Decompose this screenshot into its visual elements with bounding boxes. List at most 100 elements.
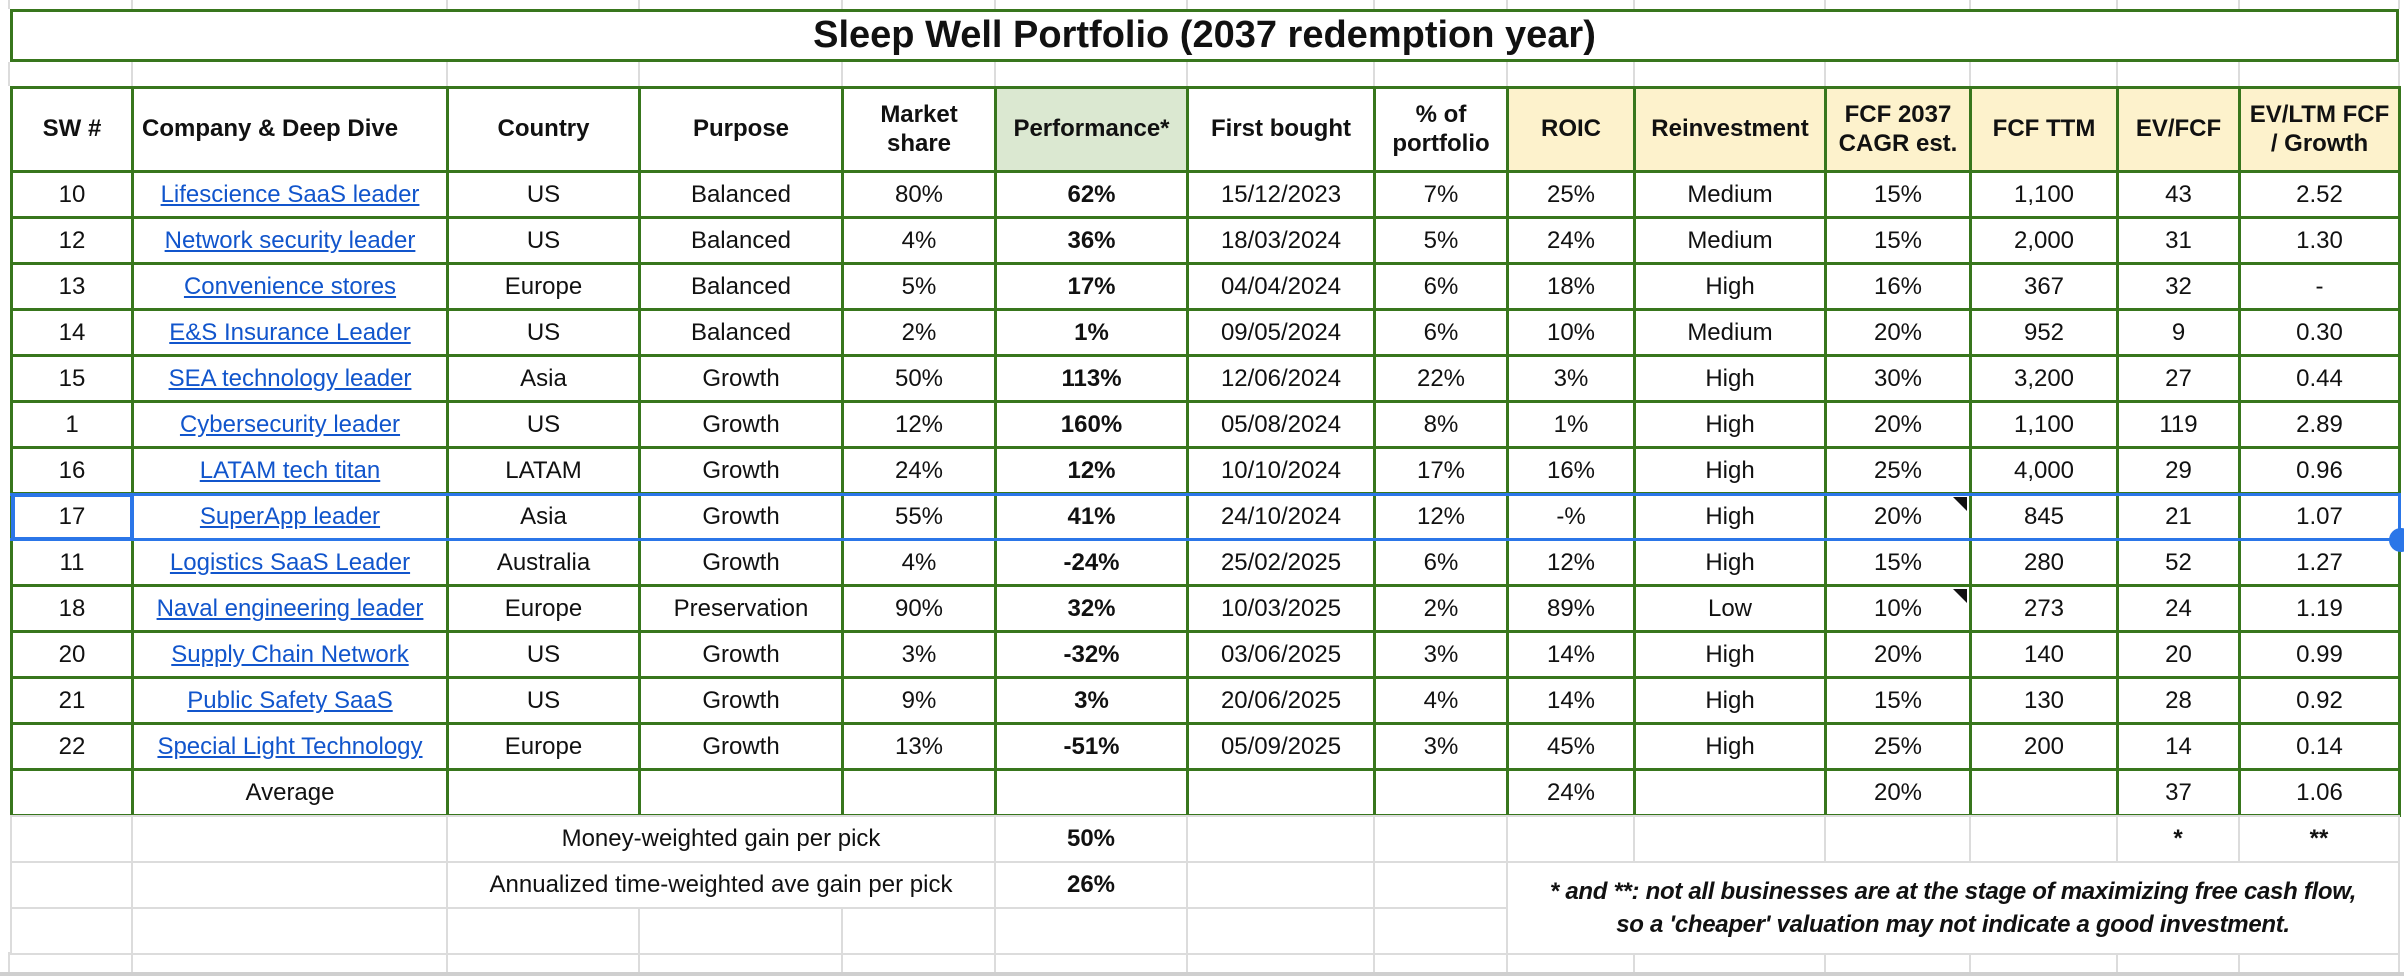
cell-sw[interactable]: 16: [10, 446, 134, 495]
cell-ev-fcf[interactable]: 28: [2116, 676, 2241, 725]
cell-ev-ltm-growth[interactable]: 0.96: [2238, 446, 2401, 495]
cell-country[interactable]: Europe: [446, 584, 641, 633]
cell-reinvestment[interactable]: High: [1633, 354, 1827, 403]
cell-country[interactable]: US: [446, 676, 641, 725]
cell-roic[interactable]: 12%: [1506, 538, 1636, 587]
cell-sw[interactable]: [10, 768, 134, 817]
cell-country[interactable]: Asia: [446, 354, 641, 403]
cell-roic[interactable]: 3%: [1506, 354, 1636, 403]
cell-company[interactable]: Special Light Technology: [131, 722, 449, 771]
cell-fcf-ttm[interactable]: 130: [1969, 676, 2119, 725]
col-header-sw[interactable]: SW #: [10, 86, 134, 173]
cell-country[interactable]: Europe: [446, 262, 641, 311]
cell-fcf-cagr[interactable]: 20%: [1824, 768, 1972, 817]
cell-ev-fcf[interactable]: 21: [2116, 492, 2241, 541]
cell-market-share[interactable]: 9%: [841, 676, 997, 725]
cell-first-bought[interactable]: 12/06/2024: [1186, 354, 1376, 403]
cell-company[interactable]: SuperApp leader: [131, 492, 449, 541]
col-header-purpose[interactable]: Purpose: [638, 86, 844, 173]
cell-sw[interactable]: 21: [10, 676, 134, 725]
cell-first-bought[interactable]: 24/10/2024: [1186, 492, 1376, 541]
cell-reinvestment[interactable]: Medium: [1633, 308, 1827, 357]
ev-fcf-footnote-marker[interactable]: *: [2116, 815, 2241, 863]
cell-first-bought[interactable]: 10/03/2025: [1186, 584, 1376, 633]
cell-performance[interactable]: 41%: [994, 492, 1189, 541]
cell-reinvestment[interactable]: High: [1633, 676, 1827, 725]
cell-ev-ltm-growth[interactable]: 1.27: [2238, 538, 2401, 587]
company-link[interactable]: Supply Chain Network: [171, 640, 409, 668]
cell-fcf-ttm[interactable]: 4,000: [1969, 446, 2119, 495]
company-link[interactable]: E&S Insurance Leader: [169, 318, 411, 346]
cell-purpose[interactable]: Balanced: [638, 216, 844, 265]
cell-purpose[interactable]: Growth: [638, 400, 844, 449]
cell-ev-ltm-growth[interactable]: 2.52: [2238, 170, 2401, 219]
annualized-label[interactable]: Annualized time-weighted ave gain per pi…: [445, 861, 997, 909]
col-header-country[interactable]: Country: [446, 86, 641, 173]
cell-market-share[interactable]: 90%: [841, 584, 997, 633]
company-link[interactable]: Logistics SaaS Leader: [169, 548, 411, 576]
cell-roic[interactable]: 89%: [1506, 584, 1636, 633]
cell-performance[interactable]: 32%: [994, 584, 1189, 633]
cell-performance[interactable]: -51%: [994, 722, 1189, 771]
cell-purpose[interactable]: Growth: [638, 354, 844, 403]
cell-first-bought[interactable]: 05/09/2025: [1186, 722, 1376, 771]
cell-empty[interactable]: [446, 907, 640, 955]
company-link[interactable]: Network security leader: [164, 226, 416, 254]
cell-country[interactable]: Australia: [446, 538, 641, 587]
cell-sw[interactable]: 11: [10, 538, 134, 587]
cell-purpose[interactable]: Growth: [638, 722, 844, 771]
cell-pct-portfolio[interactable]: 12%: [1373, 492, 1509, 541]
cell-fcf-ttm[interactable]: [1969, 768, 2119, 817]
cell-purpose[interactable]: Balanced: [638, 170, 844, 219]
cell-reinvestment[interactable]: Low: [1633, 584, 1827, 633]
cell-performance[interactable]: -24%: [994, 538, 1189, 587]
cell-fcf-cagr[interactable]: 15%: [1824, 538, 1972, 587]
cell-performance[interactable]: 113%: [994, 354, 1189, 403]
cell-first-bought[interactable]: 03/06/2025: [1186, 630, 1376, 679]
cell-empty[interactable]: [1824, 815, 1972, 863]
cell-ev-fcf[interactable]: 29: [2116, 446, 2241, 495]
cell-ev-fcf[interactable]: 27: [2116, 354, 2241, 403]
cell-empty[interactable]: [1506, 815, 1636, 863]
company-link[interactable]: Naval engineering leader: [156, 594, 424, 622]
cell-sw[interactable]: 13: [10, 262, 134, 311]
cell-fcf-ttm[interactable]: 1,100: [1969, 170, 2119, 219]
cell-fcf-ttm[interactable]: 3,200: [1969, 354, 2119, 403]
cell-purpose[interactable]: Balanced: [638, 262, 844, 311]
cell-ev-ltm-growth[interactable]: 1.30: [2238, 216, 2401, 265]
cell-reinvestment[interactable]: High: [1633, 262, 1827, 311]
cell-sw[interactable]: 18: [10, 584, 134, 633]
cell-ev-ltm-growth[interactable]: 1.07: [2238, 492, 2401, 541]
cell-fcf-ttm[interactable]: 140: [1969, 630, 2119, 679]
cell-empty[interactable]: [1186, 907, 1376, 955]
cell-company[interactable]: Logistics SaaS Leader: [131, 538, 449, 587]
cell-purpose[interactable]: Preservation: [638, 584, 844, 633]
cell-fcf-cagr[interactable]: 16%: [1824, 262, 1972, 311]
cell-ev-fcf[interactable]: 119: [2116, 400, 2241, 449]
col-header-market-share[interactable]: Market share: [841, 86, 997, 173]
cell-empty[interactable]: [10, 815, 133, 863]
cell-market-share[interactable]: 5%: [841, 262, 997, 311]
cell-ev-ltm-growth[interactable]: 1.06: [2238, 768, 2401, 817]
cell-pct-portfolio[interactable]: 6%: [1373, 308, 1509, 357]
cell-pct-portfolio[interactable]: 3%: [1373, 722, 1509, 771]
cell-market-share[interactable]: 50%: [841, 354, 997, 403]
cell-ev-ltm-growth[interactable]: -: [2238, 262, 2401, 311]
cell-ev-fcf[interactable]: 31: [2116, 216, 2241, 265]
cell-first-bought[interactable]: 04/04/2024: [1186, 262, 1376, 311]
cell-fcf-ttm[interactable]: 1,100: [1969, 400, 2119, 449]
cell-pct-portfolio[interactable]: 7%: [1373, 170, 1509, 219]
cell-first-bought[interactable]: [1186, 768, 1376, 817]
col-header-performance[interactable]: Performance*: [994, 86, 1189, 173]
cell-empty[interactable]: [1633, 815, 1827, 863]
company-link[interactable]: Public Safety SaaS: [187, 686, 393, 714]
cell-market-share[interactable]: 2%: [841, 308, 997, 357]
cell-roic[interactable]: 14%: [1506, 676, 1636, 725]
cell-market-share[interactable]: 3%: [841, 630, 997, 679]
cell-country[interactable]: US: [446, 400, 641, 449]
col-header-reinvestment[interactable]: Reinvestment: [1633, 86, 1827, 173]
col-header-fcf-ttm[interactable]: FCF TTM: [1969, 86, 2119, 173]
cell-sw[interactable]: 12: [10, 216, 134, 265]
cell-reinvestment[interactable]: High: [1633, 400, 1827, 449]
cell-first-bought[interactable]: 18/03/2024: [1186, 216, 1376, 265]
